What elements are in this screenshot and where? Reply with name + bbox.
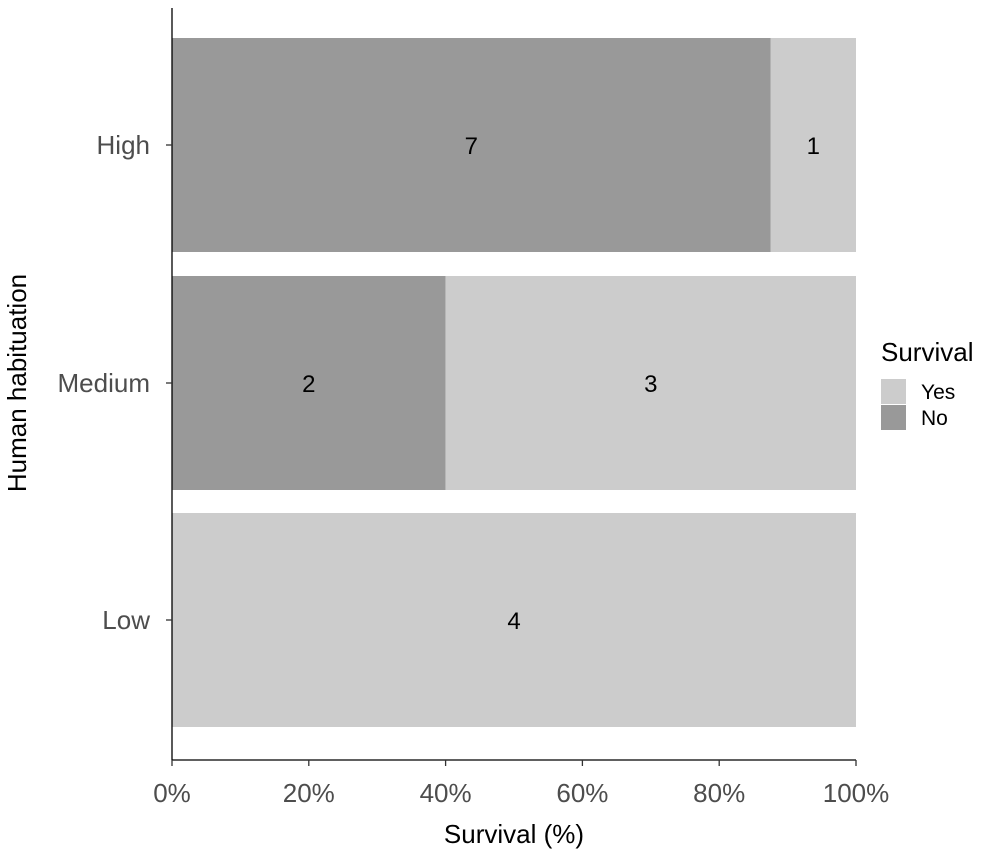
legend-label-no: No xyxy=(921,407,948,430)
y-tick-label-high: High xyxy=(97,130,150,160)
bar-labels-layer: 7 1 2 3 4 xyxy=(302,133,820,635)
x-tick-label-0: 0% xyxy=(153,778,191,808)
bar-label-no-high: 7 xyxy=(465,133,478,160)
legend-title: Survival xyxy=(881,337,973,367)
x-tick-label-100: 100% xyxy=(823,778,890,808)
x-tick-label-80: 80% xyxy=(693,778,745,808)
bar-label-yes-low: 4 xyxy=(507,608,520,635)
legend-swatch-no xyxy=(881,405,906,430)
legend-swatch-yes xyxy=(881,379,906,404)
bar-yes-high xyxy=(770,38,856,252)
bar-label-yes-medium: 3 xyxy=(644,371,657,398)
x-axis-ticks: 0% 20% 40% 60% 80% 100% xyxy=(153,760,889,808)
bar-no-medium xyxy=(172,276,446,490)
bar-no-high xyxy=(172,38,771,252)
x-tick-label-20: 20% xyxy=(283,778,335,808)
legend: Survival Yes No xyxy=(881,337,973,430)
bar-label-yes-high: 1 xyxy=(807,133,820,160)
x-axis-title: Survival (%) xyxy=(444,819,584,849)
y-tick-label-low: Low xyxy=(102,605,150,635)
x-tick-label-60: 60% xyxy=(556,778,608,808)
legend-label-yes: Yes xyxy=(921,381,955,404)
x-tick-label-40: 40% xyxy=(420,778,472,808)
bar-yes-low xyxy=(172,513,856,727)
y-axis-ticks: High Medium Low xyxy=(58,130,172,635)
y-axis-title: Human habituation xyxy=(2,274,32,492)
y-tick-label-medium: Medium xyxy=(58,368,150,398)
bar-yes-medium xyxy=(445,276,856,490)
bar-label-no-medium: 2 xyxy=(302,371,315,398)
bars-layer xyxy=(172,38,856,727)
